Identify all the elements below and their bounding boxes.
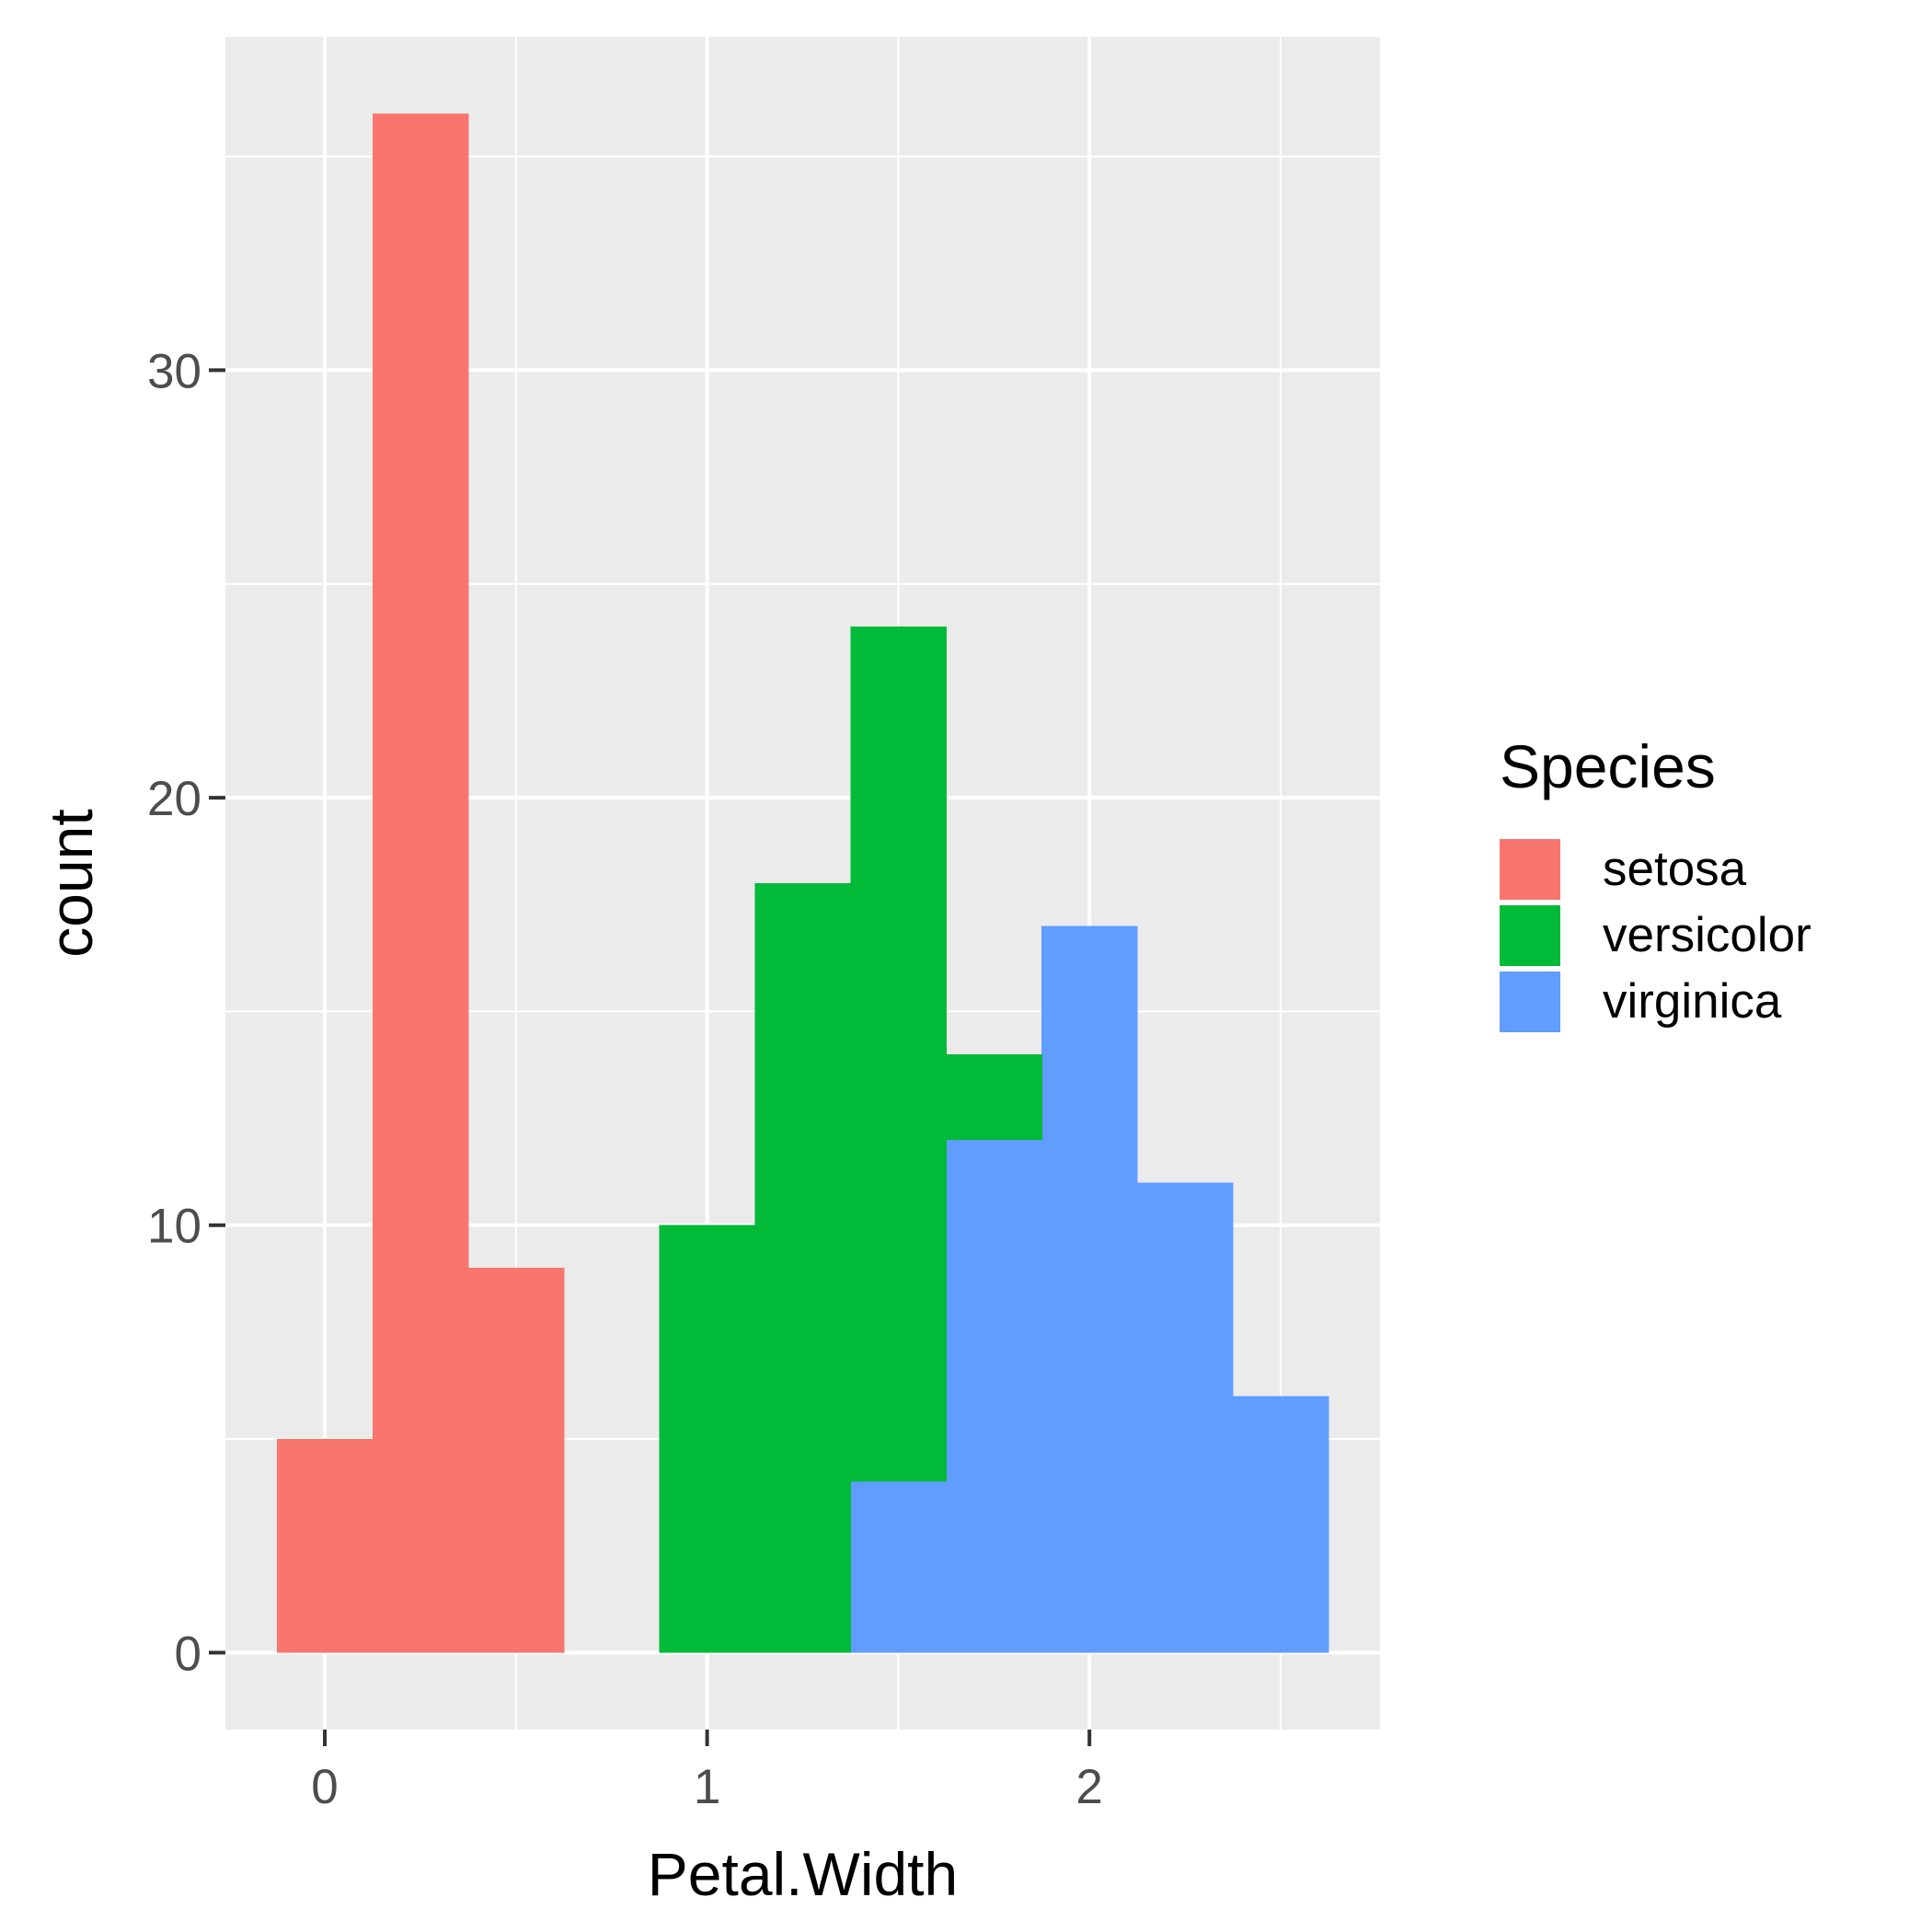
y-axis: 0 10 20 30 [147,344,225,1681]
x-axis-title: Petal.Width [648,1840,958,1908]
legend-key-setosa [1500,839,1560,900]
bar-setosa [372,113,469,1653]
bar-virginica [1233,1396,1329,1653]
bar-virginica [850,1481,947,1653]
bar-setosa [277,1439,374,1653]
bar-versicolor [754,883,852,1653]
legend-key-virginica [1500,972,1560,1032]
bar-versicolor [850,627,947,1482]
histogram-bars [277,113,1329,1653]
bar-setosa [467,1268,565,1653]
bar-versicolor [946,1053,1042,1140]
x-tick-label: 1 [694,1760,720,1814]
y-tick-label: 0 [175,1627,201,1681]
y-axis-title: count [37,809,105,957]
x-axis: 0 1 2 [311,1730,1103,1814]
bar-virginica [1041,926,1138,1653]
legend: Species setosa versicolor virginica [1500,732,1811,1032]
legend-label-setosa: setosa [1603,842,1747,896]
x-tick-label: 2 [1075,1760,1102,1814]
y-tick-label: 20 [147,772,201,826]
bar-versicolor [659,1225,756,1653]
legend-title: Species [1500,732,1716,800]
legend-label-virginica: virginica [1603,974,1782,1029]
y-tick-label: 10 [147,1200,201,1254]
legend-key-versicolor [1500,905,1560,966]
bar-virginica [1137,1182,1234,1653]
y-tick-label: 30 [147,344,201,398]
x-tick-label: 0 [311,1760,338,1814]
legend-label-versicolor: versicolor [1603,908,1811,962]
bar-virginica [946,1139,1042,1653]
